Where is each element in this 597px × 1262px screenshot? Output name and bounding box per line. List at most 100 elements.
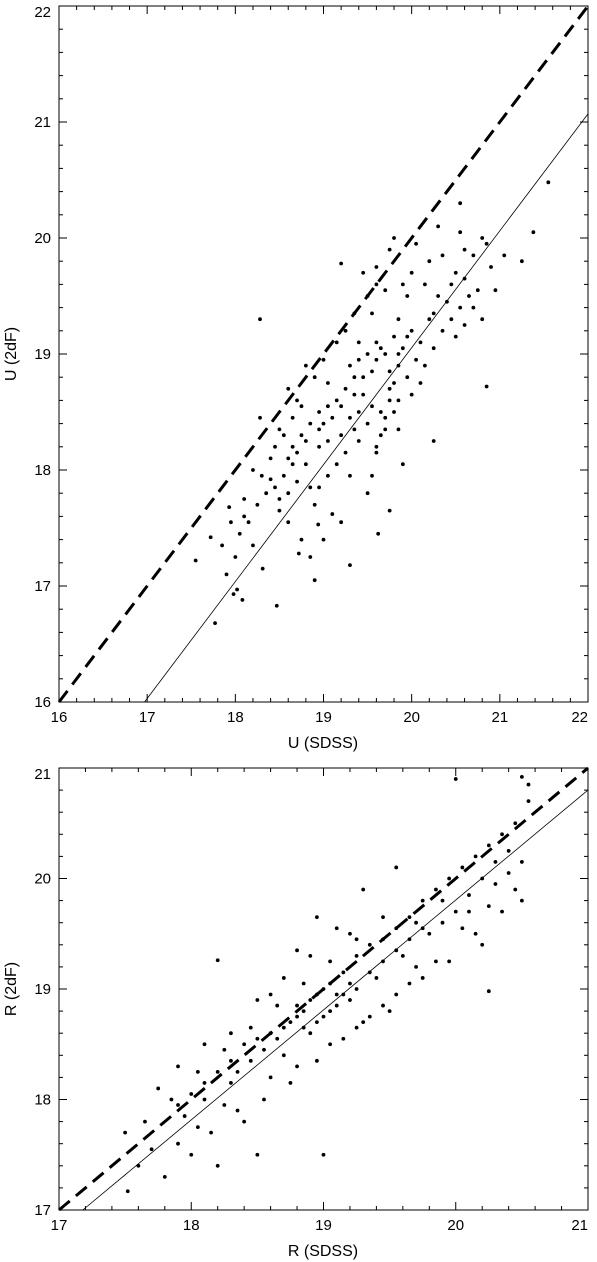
- y-tick-label: 19: [34, 346, 51, 363]
- data-point: [445, 299, 449, 304]
- data-point: [370, 404, 374, 409]
- data-point: [348, 415, 352, 420]
- data-point: [431, 439, 436, 443]
- data-point: [462, 276, 467, 281]
- data-point: [299, 404, 304, 409]
- points-u: [193, 180, 551, 626]
- data-point: [229, 520, 233, 525]
- data-point: [242, 1119, 247, 1124]
- data-point: [326, 473, 330, 478]
- data-point: [295, 479, 299, 484]
- data-point: [352, 311, 357, 316]
- data-point: [339, 520, 344, 525]
- x-tick-label: 17: [51, 1217, 68, 1234]
- data-point: [255, 1152, 260, 1157]
- data-point: [233, 555, 238, 559]
- data-point: [400, 282, 405, 287]
- data-point: [321, 357, 326, 362]
- y-tick-label: 20: [34, 871, 51, 888]
- data-point: [447, 959, 452, 964]
- y-tick-label: 16: [34, 694, 51, 711]
- data-point: [506, 871, 511, 875]
- data-point: [339, 433, 344, 438]
- y-axis-label-u: U (2dF): [3, 327, 20, 381]
- fit-line-solid-u: [144, 113, 589, 703]
- data-point: [268, 456, 273, 461]
- data-point: [378, 346, 383, 351]
- data-point: [317, 444, 321, 449]
- data-point: [374, 265, 379, 269]
- data-point: [125, 1189, 130, 1194]
- data-point: [356, 340, 361, 345]
- data-point: [312, 375, 317, 380]
- data-point: [255, 502, 260, 507]
- y-tick-label: 17: [34, 1202, 51, 1219]
- data-point: [519, 259, 524, 264]
- data-point: [290, 444, 295, 449]
- data-point: [348, 473, 352, 478]
- data-point: [202, 1042, 207, 1047]
- data-point: [334, 926, 339, 931]
- data-point: [209, 1130, 213, 1135]
- data-point: [215, 1163, 220, 1168]
- data-point: [367, 970, 372, 975]
- data-point: [255, 998, 260, 1002]
- data-point: [387, 369, 392, 374]
- data-point: [334, 462, 339, 467]
- data-point: [343, 386, 348, 391]
- data-point: [409, 328, 414, 333]
- data-point: [374, 340, 379, 345]
- data-point: [316, 522, 321, 527]
- data-point: [202, 1081, 207, 1085]
- data-point: [365, 352, 370, 356]
- data-point: [352, 427, 357, 432]
- data-point: [281, 1053, 286, 1058]
- data-point: [400, 953, 405, 958]
- data-point: [361, 392, 366, 397]
- data-point: [290, 415, 295, 420]
- data-point: [370, 311, 374, 316]
- data-point: [462, 247, 467, 252]
- data-point: [387, 398, 392, 403]
- data-point: [259, 473, 264, 478]
- data-point: [361, 887, 366, 892]
- data-point: [387, 508, 392, 513]
- data-point: [493, 882, 498, 886]
- y-tick-label: 21: [34, 766, 51, 783]
- data-point: [268, 992, 273, 997]
- data-point: [392, 334, 396, 339]
- data-point: [321, 987, 326, 991]
- data-point: [381, 937, 385, 942]
- data-point: [500, 909, 504, 914]
- data-point: [296, 551, 301, 556]
- data-point: [502, 253, 507, 258]
- data-point: [400, 462, 405, 467]
- data-point: [308, 1031, 313, 1036]
- data-point: [493, 860, 498, 864]
- data-point: [341, 1036, 346, 1041]
- data-point: [330, 512, 335, 516]
- data-point: [189, 1092, 194, 1096]
- data-point: [312, 502, 317, 507]
- data-point: [326, 381, 330, 385]
- data-point: [222, 1103, 227, 1107]
- chart-u-band: 16 17 18 19 20 21 22 16 17 18 19 20 21 22 U (SDSS) U …: [3, 4, 590, 752]
- data-point: [370, 369, 374, 374]
- data-point: [418, 381, 423, 385]
- data-point: [354, 953, 359, 958]
- data-point: [248, 1025, 253, 1030]
- data-point: [290, 462, 295, 467]
- data-point: [303, 439, 308, 443]
- data-point: [383, 352, 388, 356]
- data-point: [277, 497, 282, 501]
- data-point: [156, 1086, 161, 1091]
- data-point: [467, 909, 471, 914]
- data-point: [343, 328, 348, 333]
- data-point: [260, 566, 265, 571]
- data-point: [326, 404, 330, 409]
- data-point: [328, 1042, 333, 1047]
- data-point: [354, 937, 359, 942]
- data-point: [407, 915, 412, 920]
- data-point: [447, 876, 452, 881]
- data-point: [208, 535, 213, 540]
